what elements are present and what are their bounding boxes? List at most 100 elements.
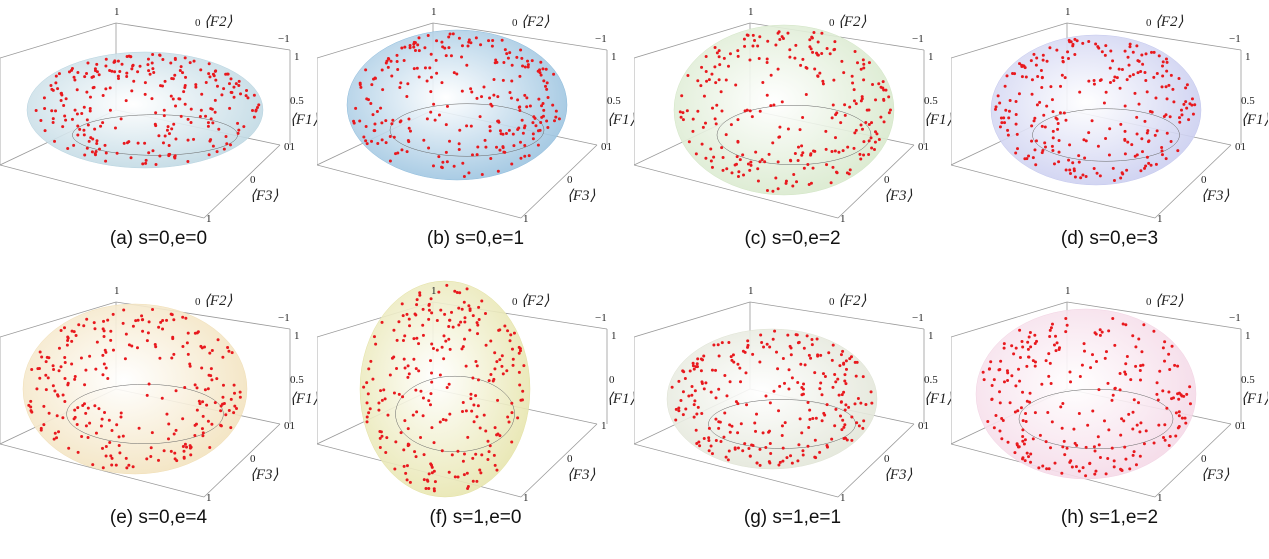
- data-point: [811, 50, 815, 54]
- data-point: [430, 471, 434, 475]
- data-point: [395, 53, 399, 57]
- data-point: [759, 333, 763, 337]
- data-point: [484, 343, 488, 347]
- data-point: [679, 398, 683, 402]
- data-point: [850, 74, 854, 78]
- data-point: [224, 413, 228, 417]
- tick-label: 1: [1065, 6, 1071, 18]
- tick-label: 0.5: [290, 95, 304, 107]
- data-point: [158, 356, 162, 360]
- data-point: [82, 133, 86, 137]
- data-point: [796, 159, 800, 163]
- data-point: [73, 78, 77, 82]
- data-point: [816, 40, 820, 44]
- data-point: [430, 342, 434, 346]
- data-point: [1093, 472, 1097, 476]
- data-point: [1142, 442, 1146, 446]
- data-point: [430, 380, 434, 384]
- data-point: [401, 339, 405, 343]
- data-point: [394, 152, 398, 156]
- surface: [359, 280, 531, 498]
- data-point: [183, 442, 187, 446]
- data-point: [1145, 155, 1149, 159]
- data-point: [1031, 359, 1035, 363]
- data-point: [753, 421, 757, 425]
- data-point: [183, 56, 187, 60]
- data-point: [238, 395, 242, 399]
- data-point: [195, 408, 199, 412]
- data-point: [1120, 417, 1124, 421]
- data-point: [384, 451, 388, 455]
- data-point: [1182, 102, 1186, 106]
- data-point: [1093, 331, 1097, 335]
- data-point: [1033, 364, 1037, 368]
- data-point: [841, 149, 845, 153]
- data-point: [764, 394, 768, 398]
- data-point: [111, 348, 115, 352]
- data-point: [181, 417, 185, 421]
- data-point: [1168, 367, 1172, 371]
- data-point: [496, 398, 500, 402]
- data-point: [493, 463, 497, 467]
- data-point: [1049, 382, 1053, 386]
- data-point: [493, 367, 497, 371]
- data-point: [546, 125, 550, 129]
- data-point: [695, 412, 699, 416]
- data-point: [101, 446, 105, 450]
- data-point: [766, 39, 770, 43]
- data-point: [1146, 129, 1150, 133]
- data-point: [188, 364, 192, 368]
- data-point: [385, 59, 389, 63]
- tick-label: 01: [284, 420, 295, 432]
- data-point: [44, 388, 48, 392]
- data-point: [381, 88, 385, 92]
- data-point: [864, 120, 868, 124]
- data-point: [1139, 421, 1143, 425]
- data-point: [1125, 168, 1129, 172]
- data-point: [76, 450, 80, 454]
- data-point: [488, 444, 492, 448]
- data-point: [461, 409, 465, 413]
- data-point: [877, 82, 881, 86]
- data-point: [875, 132, 879, 136]
- data-point: [1143, 166, 1147, 170]
- data-point: [405, 478, 409, 482]
- data-point: [1068, 40, 1072, 44]
- data-point: [63, 356, 67, 360]
- tick-label: 1: [748, 6, 754, 18]
- data-point: [1080, 363, 1084, 367]
- data-point: [209, 367, 213, 371]
- data-point: [736, 54, 740, 58]
- data-point: [735, 155, 739, 159]
- data-point: [763, 160, 767, 164]
- data-point: [93, 404, 97, 408]
- data-point: [713, 117, 717, 121]
- data-point: [1112, 178, 1116, 182]
- data-point: [173, 57, 177, 61]
- data-point: [254, 109, 258, 113]
- data-point: [982, 378, 986, 382]
- data-point: [125, 71, 129, 75]
- data-point: [545, 87, 549, 91]
- tick-label: 1: [611, 51, 617, 63]
- data-point: [476, 145, 480, 149]
- data-point: [808, 408, 812, 412]
- data-point: [405, 464, 409, 468]
- data-point: [1037, 466, 1041, 470]
- data-point: [677, 409, 681, 413]
- data-point: [385, 436, 389, 440]
- data-point: [1136, 71, 1140, 75]
- data-point: [228, 143, 232, 147]
- data-point: [746, 33, 750, 37]
- data-point: [500, 38, 504, 42]
- data-point: [84, 368, 88, 372]
- data-point: [1150, 50, 1154, 54]
- data-point: [698, 444, 702, 448]
- data-point: [480, 299, 484, 303]
- data-point: [786, 31, 790, 35]
- data-point: [1092, 167, 1096, 171]
- data-point: [988, 367, 992, 371]
- data-point: [1049, 446, 1053, 450]
- data-point: [1029, 460, 1033, 464]
- data-point: [130, 89, 134, 93]
